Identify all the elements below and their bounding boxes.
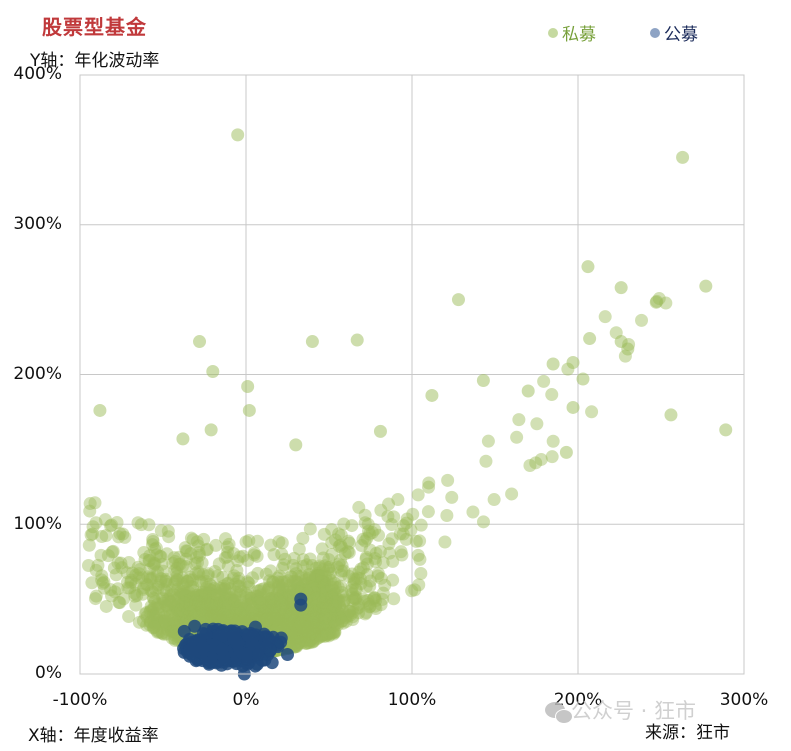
watermark: 公众号 · 狂市 [545,695,696,725]
chart-title: 股票型基金 [42,15,147,39]
wechat-icon [545,702,573,724]
legend-label-private: 私募 [562,25,596,45]
x-tick-0: 0% [232,690,260,710]
y-tick-300: 300% [13,214,62,234]
public-legend-marker-icon [650,27,660,38]
legend-item-public: 公募 [650,20,698,45]
y-axis-label: Y轴：年化波动率 [30,51,160,71]
x-tick-200: 200% [553,690,603,710]
x-axis-label: X轴：年度收益率 [28,726,159,746]
private-legend-marker-icon [548,27,558,38]
y-tick-100: 100% [13,514,62,534]
x-tick-neg100: -100% [52,690,108,710]
y-tick-0: 0% [35,663,62,683]
x-tick-300: 300% [719,690,769,710]
legend-item-private: 私募 [548,20,596,45]
source-note: 来源：狂市 [645,723,730,743]
y-tick-400: 400% [13,64,62,84]
watermark-text: 公众号 · 狂市 [571,699,697,723]
y-tick-200: 200% [13,364,62,384]
x-tick-100: 100% [387,690,437,710]
legend-label-public: 公募 [664,25,698,45]
